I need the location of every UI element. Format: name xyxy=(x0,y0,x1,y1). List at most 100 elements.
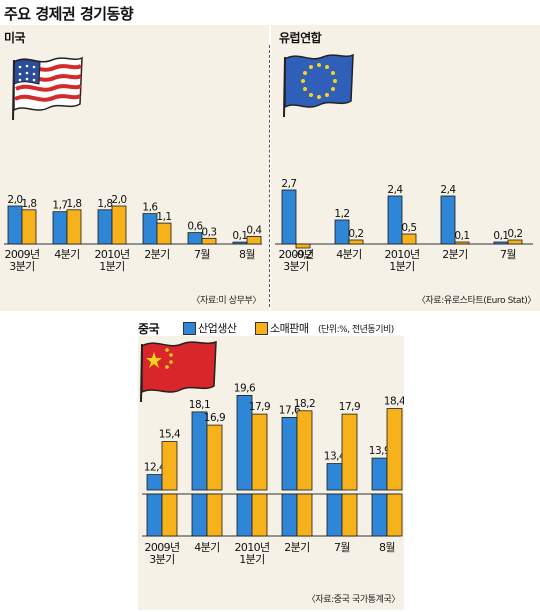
eu-source: 〈자료:유로스타트(Euro Stat)〉 xyxy=(416,296,537,306)
retail-bar-0 xyxy=(161,441,178,491)
category-label-3: 2분기 xyxy=(284,541,309,554)
production-bar-base-4 xyxy=(326,493,343,537)
us-panel: 미국 2,0 1,8 2009년 3분기 1,7 1,8 4분기 1,8 2,0 2010년 1분기… xyxy=(0,25,269,311)
retail-bar-base-1 xyxy=(206,493,223,537)
production-bar-5 xyxy=(232,241,248,245)
production-bar-base-3 xyxy=(281,493,298,537)
cn-region-label: 중국 xyxy=(138,322,160,336)
production-value-label-0: 2,0 xyxy=(7,194,22,206)
retail-bar-5 xyxy=(246,235,262,245)
retail-bar-5 xyxy=(386,408,403,491)
retail-value-label-4: 17,9 xyxy=(339,401,360,413)
production-bar-4 xyxy=(493,241,509,245)
production-value-label-5: 13,9 xyxy=(369,445,390,457)
retail-bar-1 xyxy=(348,239,364,245)
category-label-2: 2010년 1분기 xyxy=(384,248,419,273)
category-label-2: 2010년 1분기 xyxy=(234,541,269,566)
retail-bar-base-2 xyxy=(251,493,268,537)
legend-retail-swatch xyxy=(255,322,268,335)
production-value-label-0: 12,4 xyxy=(144,462,166,474)
retail-value-label-0: 1,8 xyxy=(21,198,36,210)
category-label-1: 4분기 xyxy=(54,248,79,261)
retail-value-label-5: 0,4 xyxy=(246,224,262,236)
retail-value-label-0: 15,4 xyxy=(159,429,181,441)
category-label-4: 7월 xyxy=(194,248,210,261)
production-bar-2 xyxy=(97,209,113,245)
production-bar-0 xyxy=(146,474,163,491)
retail-bar-base-3 xyxy=(296,493,313,537)
retail-bar-1 xyxy=(206,424,223,491)
category-label-4: 7월 xyxy=(334,541,350,554)
production-bar-5 xyxy=(371,457,388,491)
legend-production-swatch xyxy=(183,322,196,335)
category-label-1: 4분기 xyxy=(194,541,219,554)
production-bar-2 xyxy=(387,195,403,245)
retail-bar-4 xyxy=(201,237,217,245)
retail-bar-2 xyxy=(111,205,127,245)
production-value-label-2: 19,6 xyxy=(234,382,256,394)
cn-source: 〈자료:중국 국가통계국〉 xyxy=(306,595,401,605)
retail-bar-3 xyxy=(296,410,313,491)
retail-bar-base-4 xyxy=(341,493,358,537)
production-value-label-3: 17,6 xyxy=(279,404,301,416)
production-bar-1 xyxy=(52,211,68,245)
production-value-label-1: 1,2 xyxy=(334,208,349,220)
china-flag-icon xyxy=(140,340,217,403)
retail-value-label-4: 0,2 xyxy=(507,228,522,240)
category-label-5: 8월 xyxy=(239,248,255,261)
production-bar-base-5 xyxy=(371,493,388,537)
category-label-3: 2분기 xyxy=(442,248,467,261)
retail-bar-3 xyxy=(454,241,470,245)
retail-bar-4 xyxy=(507,239,523,245)
production-bar-0 xyxy=(281,189,297,245)
panel-divider xyxy=(269,45,270,307)
retail-value-label-1: 1,8 xyxy=(66,198,81,210)
production-value-label-1: 18,1 xyxy=(189,399,210,411)
retail-value-label-3: 0,1 xyxy=(454,230,469,242)
eu-panel: 유럽연합 2,7 -0,2 2009년 3분기 1,2 0,2 4분기 2,4 0,5 2010년… xyxy=(271,25,540,311)
retail-bar-base-0 xyxy=(161,493,178,537)
production-value-label-5: 0,1 xyxy=(232,230,247,242)
retail-value-label-2: 2,0 xyxy=(111,194,126,206)
production-bar-3 xyxy=(281,417,298,491)
retail-value-label-5: 18,4 xyxy=(384,396,404,408)
production-bar-4 xyxy=(326,463,343,491)
retail-bar-2 xyxy=(401,233,417,245)
production-bar-0 xyxy=(7,205,23,245)
category-label-2: 2010년 1분기 xyxy=(94,248,129,273)
production-value-label-4: 0,1 xyxy=(493,230,508,242)
production-bar-3 xyxy=(142,213,158,245)
category-label-3: 2분기 xyxy=(144,248,169,261)
category-label-4: 7월 xyxy=(500,248,516,261)
retail-value-label-3: 18,2 xyxy=(294,398,315,410)
production-bar-base-0 xyxy=(146,493,163,537)
eu-region-label: 유럽연합 xyxy=(279,31,322,45)
retail-value-label-2: 17,9 xyxy=(249,401,270,413)
production-value-label-0: 2,7 xyxy=(281,178,296,190)
production-value-label-2: 1,8 xyxy=(97,198,112,210)
production-value-label-1: 1,7 xyxy=(52,200,67,212)
retail-value-label-1: 16,9 xyxy=(204,412,225,424)
us-source: 〈자료:미 상무부〉 xyxy=(191,296,261,306)
cn-chart: 12,4 15,4 2009년 3분기 18,116,9 4분기 19,6 17,9 2010년… xyxy=(142,382,404,566)
us-flag-icon xyxy=(12,56,83,121)
legend-unit: (단위:%, 전년동기비) xyxy=(318,325,394,335)
retail-bar-1 xyxy=(66,209,82,245)
category-label-0: 2009년 3분기 xyxy=(278,248,313,273)
retail-value-label-4: 0,3 xyxy=(201,226,216,238)
category-label-5: 8월 xyxy=(379,541,395,554)
retail-bar-3 xyxy=(156,222,172,245)
retail-value-label-2: 0,5 xyxy=(401,222,416,234)
retail-bar-0 xyxy=(295,243,311,249)
eu-flag-icon xyxy=(283,53,354,118)
production-value-label-2: 2,4 xyxy=(387,184,403,196)
production-bar-base-1 xyxy=(191,493,208,537)
legend-retail-label: 소매판매 xyxy=(270,322,309,335)
retail-bar-2 xyxy=(251,413,268,491)
legend-production-label: 산업생산 xyxy=(198,322,237,335)
production-bar-base-2 xyxy=(236,493,253,537)
retail-value-label-3: 1,1 xyxy=(156,211,171,223)
retail-value-label-1: 0,2 xyxy=(348,228,363,240)
production-bar-3 xyxy=(440,195,456,245)
